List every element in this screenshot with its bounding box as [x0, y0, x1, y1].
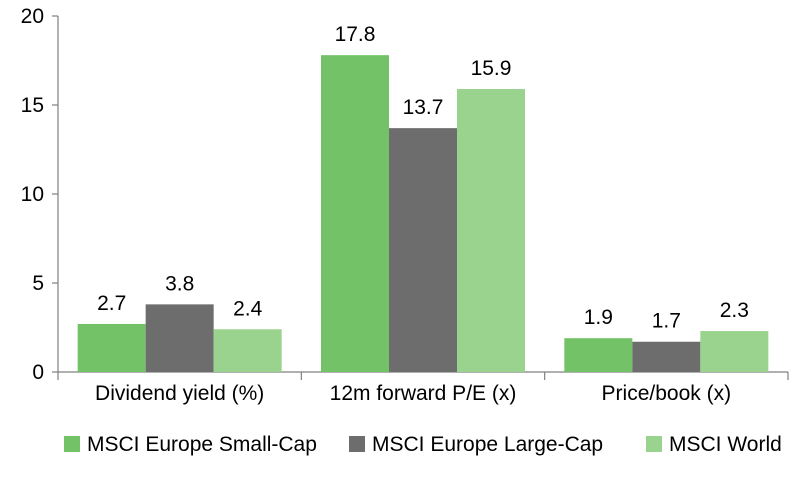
data-label: 13.7 [403, 96, 444, 119]
data-label: 15.9 [471, 57, 512, 80]
x-tick-label: 12m forward P/E (x) [330, 382, 517, 405]
axes: 0 5 10 15 20 Dividend yield (%) 12m forward P/… [21, 5, 789, 405]
legend-label: MSCI Europe Large-Cap [372, 433, 603, 456]
x-tick-label: Price/book (x) [602, 382, 732, 405]
y-tick-label: 5 [32, 272, 44, 295]
data-label: 1.9 [584, 306, 613, 329]
y-tick-label: 15 [21, 94, 44, 117]
y-tick-label: 10 [21, 183, 44, 206]
legend-item: MSCI Europe Large-Cap [349, 433, 603, 456]
bar [389, 128, 457, 372]
legend: MSCI Europe Small-Cap MSCI Europe Large-C… [64, 433, 782, 456]
bar [213, 329, 282, 372]
data-label: 2.4 [233, 297, 263, 320]
data-label: 3.8 [165, 272, 194, 295]
legend-swatch [64, 436, 80, 452]
bars [77, 55, 769, 372]
legend-swatch [646, 436, 662, 452]
bar [457, 88, 525, 372]
y-tick-label: 20 [21, 5, 44, 28]
x-tick-label: Dividend yield (%) [95, 382, 264, 405]
legend-item: MSCI World [646, 433, 782, 456]
data-label: 1.7 [652, 310, 681, 333]
legend-swatch [349, 436, 365, 452]
data-labels: 2.7 3.8 2.4 17.8 13.7 15.9 1.9 1.7 2.3 [97, 23, 749, 333]
bar [700, 331, 769, 372]
legend-label: MSCI Europe Small-Cap [87, 433, 317, 456]
legend-label: MSCI World [669, 433, 782, 456]
data-label: 2.7 [97, 292, 126, 315]
legend-item: MSCI Europe Small-Cap [64, 433, 317, 456]
bar [321, 55, 389, 372]
data-label: 17.8 [335, 23, 376, 46]
y-tick-label: 0 [32, 361, 44, 384]
bar [77, 323, 146, 372]
bar [145, 304, 214, 372]
bar [632, 341, 701, 372]
bar [564, 338, 633, 372]
data-label: 2.3 [720, 299, 749, 322]
